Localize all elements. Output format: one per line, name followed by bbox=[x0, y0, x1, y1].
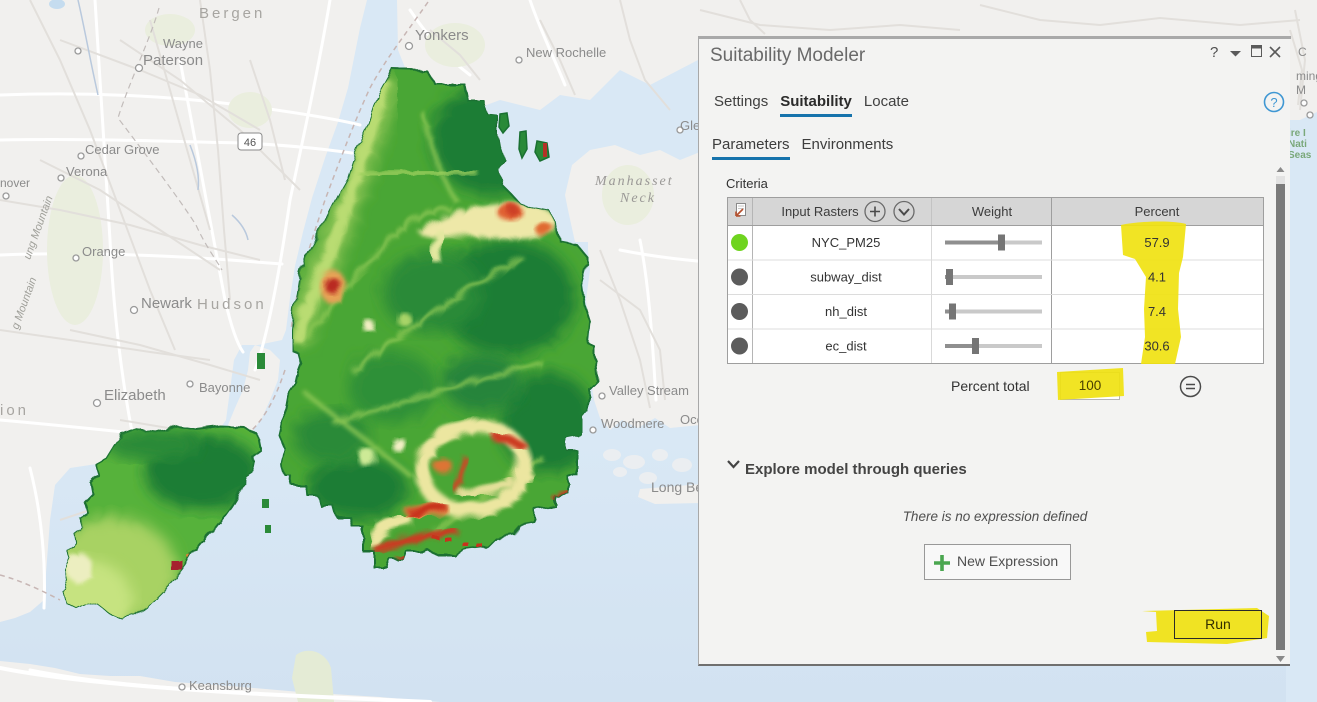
svg-text:Paterson: Paterson bbox=[143, 52, 203, 69]
svg-text:Yonkers: Yonkers bbox=[415, 27, 469, 44]
svg-text:New Rochelle: New Rochelle bbox=[526, 45, 606, 60]
svg-text:Newark: Newark bbox=[141, 295, 192, 312]
svg-text:Nati: Nati bbox=[1288, 139, 1307, 150]
svg-text:Percent: Percent bbox=[1135, 204, 1180, 219]
svg-text:ion: ion bbox=[0, 402, 29, 419]
svg-text:57.9: 57.9 bbox=[1144, 235, 1169, 250]
svg-text:Seas: Seas bbox=[1288, 150, 1312, 161]
svg-text:4.1: 4.1 bbox=[1148, 270, 1166, 285]
svg-text:Bayonne: Bayonne bbox=[199, 380, 250, 395]
svg-text:Hudson: Hudson bbox=[197, 296, 267, 313]
svg-text:Cedar Grove: Cedar Grove bbox=[85, 142, 159, 157]
svg-text:M: M bbox=[1296, 83, 1306, 97]
svg-text:Manhasset: Manhasset bbox=[594, 174, 674, 189]
svg-text:Input Rasters: Input Rasters bbox=[781, 204, 859, 219]
svg-text:Woodmere: Woodmere bbox=[601, 416, 664, 431]
svg-text:Valley Stream: Valley Stream bbox=[609, 383, 689, 398]
svg-text:subway_dist: subway_dist bbox=[810, 270, 882, 285]
svg-text:ire I: ire I bbox=[1288, 128, 1306, 139]
svg-text:Elizabeth: Elizabeth bbox=[104, 387, 166, 404]
svg-text:30.6: 30.6 bbox=[1144, 339, 1169, 354]
svg-text:NYC_PM25: NYC_PM25 bbox=[812, 235, 881, 250]
svg-text:Weight: Weight bbox=[972, 204, 1013, 219]
svg-text:?: ? bbox=[1270, 95, 1277, 110]
svg-text:C: C bbox=[1298, 45, 1307, 59]
svg-text:100: 100 bbox=[1079, 378, 1102, 393]
svg-text:nover: nover bbox=[0, 176, 30, 190]
svg-text:Orange: Orange bbox=[82, 244, 125, 259]
svg-text:Long Be: Long Be bbox=[651, 479, 703, 495]
svg-text:Keansburg: Keansburg bbox=[189, 678, 252, 693]
svg-text:Oce: Oce bbox=[680, 412, 704, 427]
svg-text:Neck: Neck bbox=[619, 191, 656, 206]
svg-text:7.4: 7.4 bbox=[1148, 304, 1166, 319]
svg-text:nh_dist: nh_dist bbox=[825, 304, 867, 319]
svg-text:Wayne: Wayne bbox=[163, 36, 203, 51]
svg-text:ming: ming bbox=[1296, 69, 1317, 83]
svg-text:ec_dist: ec_dist bbox=[825, 339, 867, 354]
svg-text:Gle: Gle bbox=[680, 118, 700, 133]
svg-text:Verona: Verona bbox=[66, 164, 108, 179]
svg-text:46: 46 bbox=[244, 137, 256, 149]
svg-text:Bergen: Bergen bbox=[199, 5, 265, 22]
